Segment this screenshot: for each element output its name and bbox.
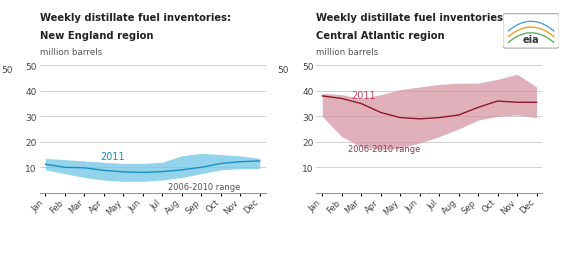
Text: 2011: 2011 — [100, 152, 124, 162]
Text: million barrels: million barrels — [40, 48, 102, 57]
Text: 50: 50 — [278, 66, 289, 75]
Text: eia: eia — [523, 35, 540, 45]
Text: 2011: 2011 — [351, 91, 376, 101]
Text: New England region: New England region — [40, 30, 153, 40]
Text: 2006-2010 range: 2006-2010 range — [168, 182, 241, 191]
Text: Weekly distillate fuel inventories:: Weekly distillate fuel inventories: — [316, 13, 507, 23]
FancyBboxPatch shape — [503, 14, 559, 49]
Text: million barrels: million barrels — [316, 48, 379, 57]
Text: Weekly distillate fuel inventories:: Weekly distillate fuel inventories: — [40, 13, 231, 23]
Text: Central Atlantic region: Central Atlantic region — [316, 30, 445, 40]
Text: 2006-2010 range: 2006-2010 range — [347, 144, 420, 153]
Text: 50: 50 — [1, 66, 12, 75]
